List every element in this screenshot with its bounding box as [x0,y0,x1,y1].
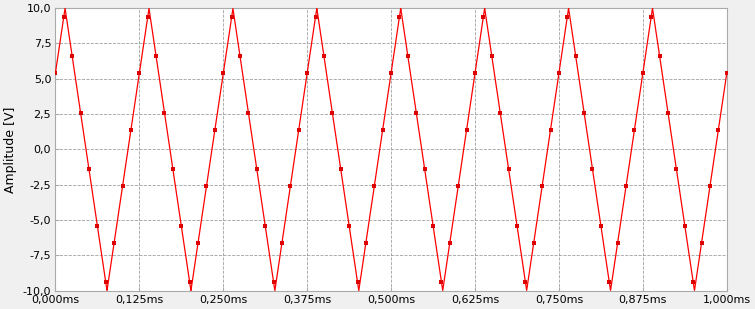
Y-axis label: Amplitude [V]: Amplitude [V] [5,106,17,193]
